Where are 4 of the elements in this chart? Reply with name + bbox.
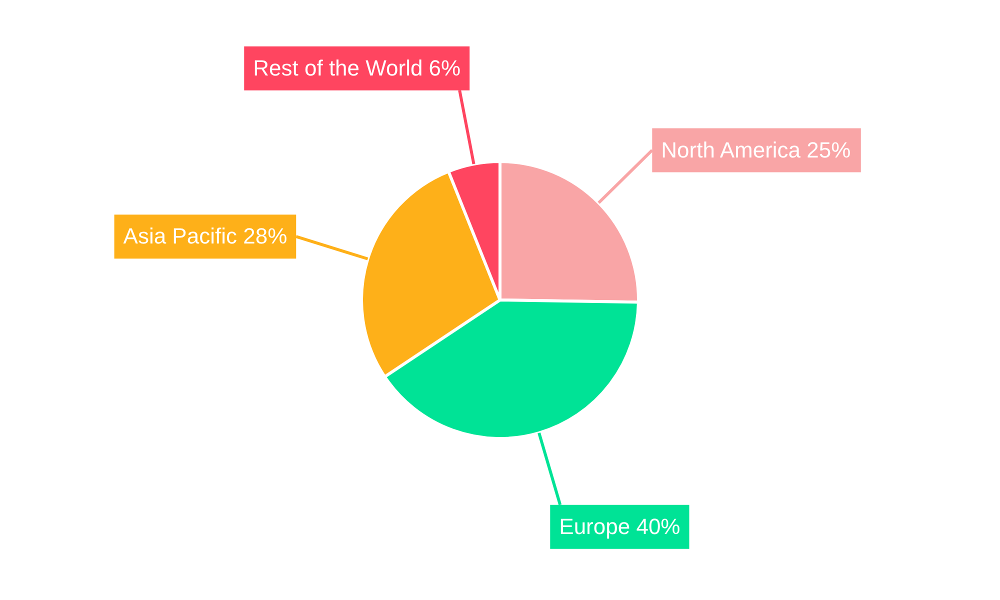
slice-label: Europe 40% <box>559 514 680 539</box>
slice-label: Asia Pacific 28% <box>123 224 288 249</box>
slice-label: North America 25% <box>661 137 851 162</box>
slice-label: Rest of the World 6% <box>253 55 461 80</box>
